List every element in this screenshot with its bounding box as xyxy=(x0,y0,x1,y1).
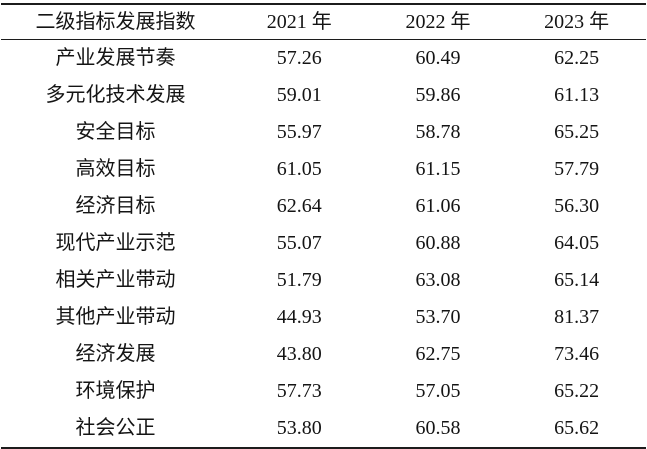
value-cell: 60.88 xyxy=(415,232,461,254)
indicator-name-cell: 多元化技术发展 xyxy=(45,84,186,106)
table-row: 环境保护 57.73 57.05 65.22 xyxy=(1,373,646,410)
header-cell-year: 2022 年 xyxy=(405,10,471,33)
value-cell: 59.86 xyxy=(415,84,461,106)
value-cell: 56.30 xyxy=(554,195,600,217)
table-row: 多元化技术发展 59.01 59.86 61.13 xyxy=(1,77,646,114)
table-row: 其他产业带动 44.93 53.70 81.37 xyxy=(1,299,646,336)
value-cell: 62.25 xyxy=(554,47,600,69)
value-cell: 55.07 xyxy=(276,232,322,254)
indicator-name-cell: 其他产业带动 xyxy=(55,306,176,328)
indicator-name-cell: 相关产业带动 xyxy=(55,269,176,291)
value-cell: 65.14 xyxy=(554,269,600,291)
value-cell: 53.70 xyxy=(415,306,461,328)
table-row: 高效目标 61.05 61.15 57.79 xyxy=(1,151,646,188)
value-cell: 64.05 xyxy=(554,232,600,254)
index-table: 二级指标发展指数 2021 年 2022 年 2023 年 产业发展节奏 57.26 60… xyxy=(1,3,646,449)
table-header: 二级指标发展指数 2021 年 2022 年 2023 年 xyxy=(1,4,646,40)
header-cell-year: 2023 年 xyxy=(544,10,610,33)
table-body: 产业发展节奏 57.26 60.49 62.25 多元化技术发展 59.01 59.86 61… xyxy=(1,40,646,449)
value-cell: 65.25 xyxy=(554,121,600,143)
value-cell: 55.97 xyxy=(276,121,322,143)
table-row: 经济目标 62.64 61.06 56.30 xyxy=(1,188,646,225)
value-cell: 60.58 xyxy=(415,417,461,439)
value-cell: 65.62 xyxy=(554,417,600,439)
table-container: 二级指标发展指数 2021 年 2022 年 2023 年 产业发展节奏 57.26 60… xyxy=(1,3,646,449)
value-cell: 57.05 xyxy=(415,380,461,402)
value-cell: 51.79 xyxy=(276,269,322,291)
value-cell: 44.93 xyxy=(276,306,322,328)
indicator-name-cell: 经济目标 xyxy=(75,195,156,217)
value-cell: 61.15 xyxy=(415,158,461,180)
indicator-name-cell: 经济发展 xyxy=(75,343,156,365)
header-cell-indicator: 二级指标发展指数 xyxy=(35,10,196,33)
value-cell: 81.37 xyxy=(554,306,600,328)
value-cell: 61.13 xyxy=(554,84,600,106)
header-row: 二级指标发展指数 2021 年 2022 年 2023 年 xyxy=(1,4,646,40)
value-cell: 63.08 xyxy=(415,269,461,291)
value-cell: 57.79 xyxy=(554,158,600,180)
table-row: 现代产业示范 55.07 60.88 64.05 xyxy=(1,225,646,262)
indicator-name-cell: 环境保护 xyxy=(75,380,156,402)
value-cell: 61.06 xyxy=(415,195,461,217)
indicator-name-cell: 高效目标 xyxy=(75,158,156,180)
value-cell: 65.22 xyxy=(554,380,600,402)
value-cell: 73.46 xyxy=(554,343,600,365)
value-cell: 61.05 xyxy=(276,158,322,180)
value-cell: 60.49 xyxy=(415,47,461,69)
value-cell: 62.75 xyxy=(415,343,461,365)
table-row: 社会公正 53.80 60.58 65.62 xyxy=(1,410,646,448)
value-cell: 43.80 xyxy=(276,343,322,365)
indicator-name-cell: 社会公正 xyxy=(75,417,156,439)
value-cell: 59.01 xyxy=(276,84,322,106)
indicator-name-cell: 现代产业示范 xyxy=(55,232,176,254)
value-cell: 57.73 xyxy=(276,380,322,402)
table-row: 产业发展节奏 57.26 60.49 62.25 xyxy=(1,40,646,78)
table-row: 经济发展 43.80 62.75 73.46 xyxy=(1,336,646,373)
table-row: 相关产业带动 51.79 63.08 65.14 xyxy=(1,262,646,299)
value-cell: 62.64 xyxy=(276,195,322,217)
value-cell: 53.80 xyxy=(276,417,322,439)
indicator-name-cell: 产业发展节奏 xyxy=(55,47,176,69)
value-cell: 57.26 xyxy=(276,47,322,69)
indicator-name-cell: 安全目标 xyxy=(75,121,156,143)
header-cell-year: 2021 年 xyxy=(266,10,332,33)
table-row: 安全目标 55.97 58.78 65.25 xyxy=(1,114,646,151)
value-cell: 58.78 xyxy=(415,121,461,143)
